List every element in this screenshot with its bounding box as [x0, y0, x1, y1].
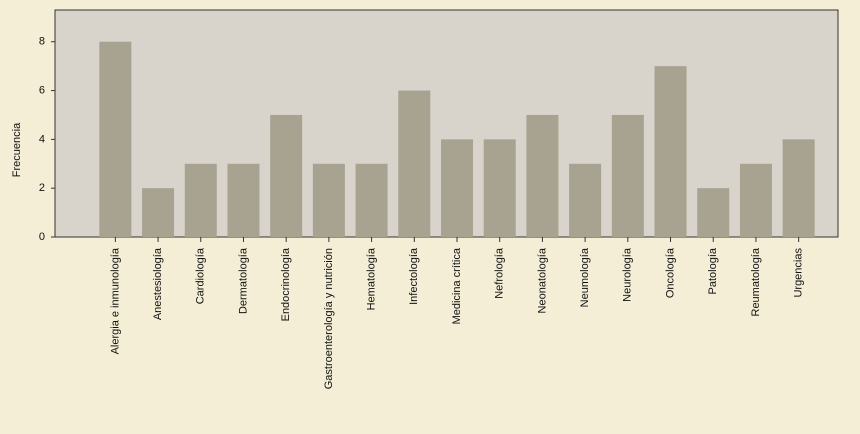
bar — [739, 163, 772, 237]
y-axis-label: Frecuencia — [11, 122, 23, 177]
y-tick-label: 8 — [39, 36, 45, 48]
bar — [697, 188, 730, 237]
x-tick-label: Reumatología — [750, 247, 762, 316]
bar — [227, 163, 260, 237]
x-tick-label: Neurología — [622, 247, 634, 302]
x-tick-label: Neonatología — [536, 247, 548, 313]
x-tick-label: Oncología — [664, 247, 676, 298]
bar — [99, 41, 132, 237]
x-tick-label: Hematología — [365, 247, 377, 310]
x-tick-label: Neumología — [579, 247, 591, 307]
x-tick-label: Medicina crítica — [451, 247, 463, 324]
x-tick-label: Infectología — [408, 247, 420, 305]
bar — [569, 163, 602, 237]
bar — [398, 90, 431, 237]
bar — [611, 114, 644, 237]
x-tick-label: Anestesiología — [152, 247, 164, 320]
y-tick-label: 6 — [39, 84, 45, 96]
y-tick-label: 2 — [39, 182, 45, 194]
x-tick-label: Endocrinología — [280, 247, 292, 321]
bar — [142, 188, 175, 237]
bar — [355, 163, 388, 237]
x-tick-label: Cardiología — [195, 247, 207, 304]
x-tick-label: Urgencias — [793, 248, 805, 298]
x-tick-label: Nefrología — [494, 247, 506, 299]
x-tick-label: Gastroenterología y nutrición — [323, 248, 335, 389]
bar — [654, 66, 687, 237]
bar — [782, 139, 815, 237]
y-tick-label: 0 — [39, 231, 45, 243]
x-tick-label: Dermatología — [237, 247, 249, 314]
bar — [312, 163, 345, 237]
x-tick-label: Alergia e inmunología — [109, 247, 121, 354]
x-tick-label: Patología — [707, 247, 719, 294]
bar — [483, 139, 516, 237]
bar — [526, 114, 559, 237]
y-tick-label: 4 — [39, 133, 45, 145]
bar — [441, 139, 473, 237]
bar — [270, 114, 303, 237]
bar — [184, 163, 217, 237]
